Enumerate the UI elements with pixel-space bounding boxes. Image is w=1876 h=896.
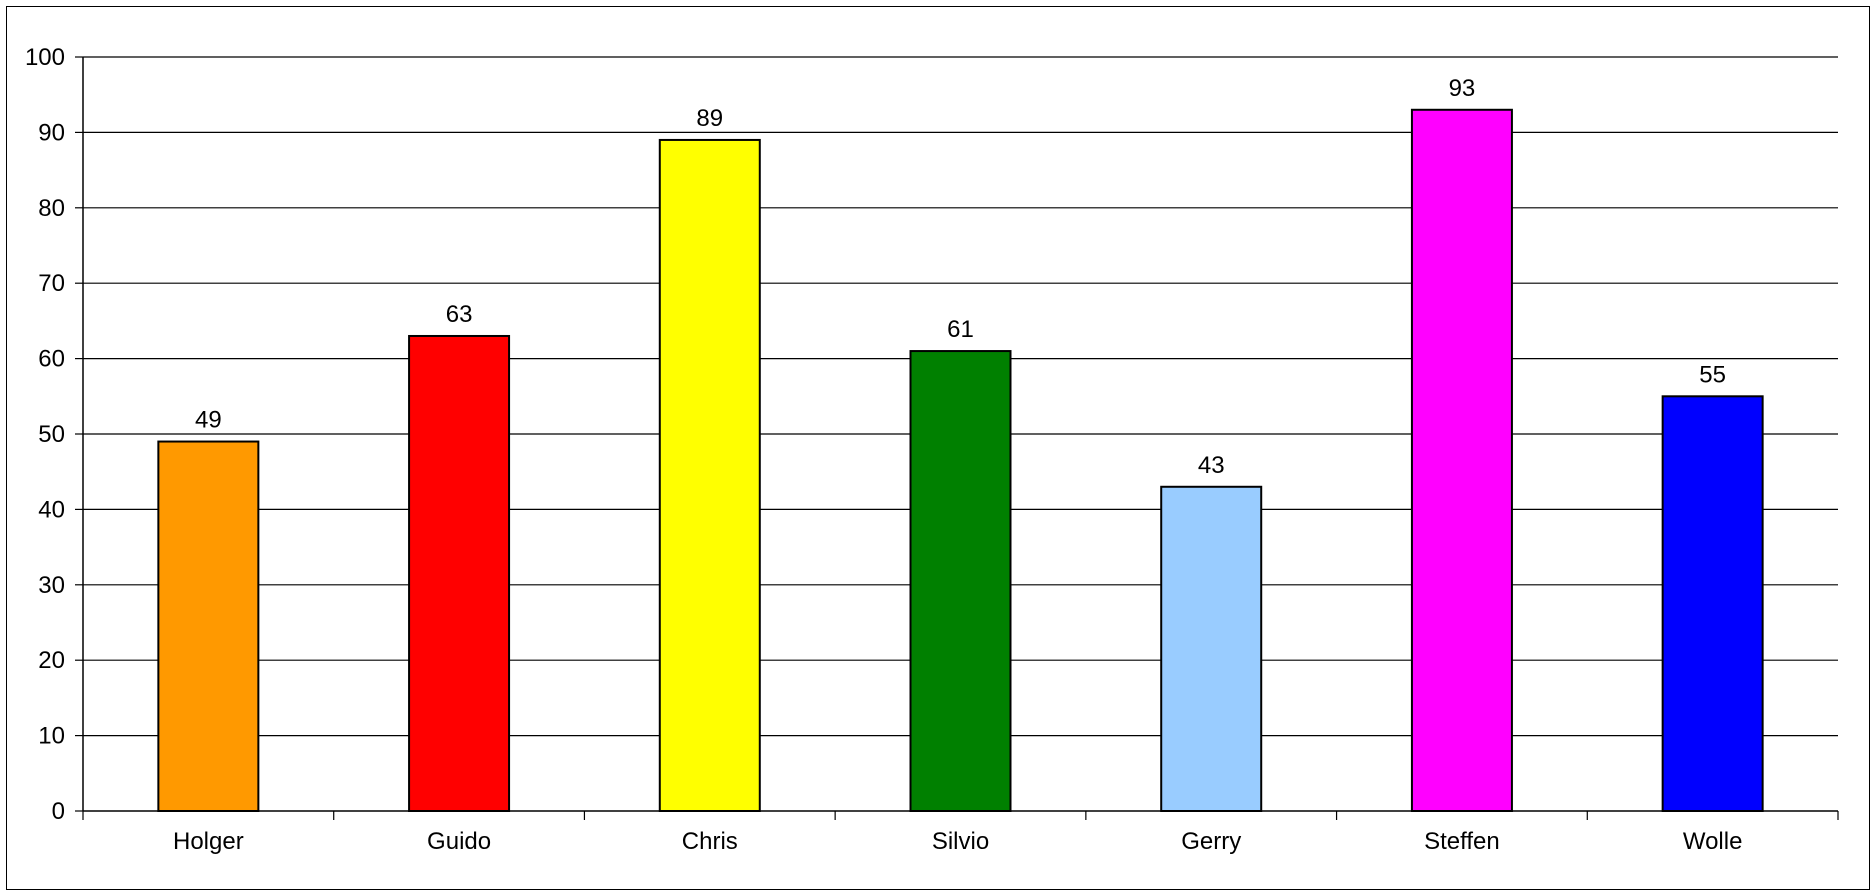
x-axis-categories: Holger Guido Chris Silvio Gerry Steffen Wolle [173, 828, 1742, 855]
bar-steffen [1410, 108, 1513, 812]
bar-holger [157, 440, 260, 812]
gridlines [83, 56, 1838, 737]
x-category-label-steffen: Steffen [1424, 828, 1500, 855]
bar-wolle [1661, 395, 1764, 812]
axes [82, 57, 1839, 820]
bar-chris [658, 138, 761, 812]
data-label-guido: 63 [446, 301, 473, 328]
y-tick-label-50: 50 [38, 421, 65, 448]
y-tick-label-70: 70 [38, 270, 65, 297]
bars [157, 108, 1764, 812]
data-label-chris: 89 [696, 105, 723, 132]
y-tick-label-30: 30 [38, 572, 65, 599]
y-tick-label-20: 20 [38, 647, 65, 674]
x-category-label-silvio: Silvio [932, 828, 989, 855]
x-category-label-chris: Chris [682, 828, 738, 855]
bar-guido [408, 334, 511, 812]
y-tick-label-100: 100 [25, 44, 65, 71]
y-tick-label-60: 60 [38, 346, 65, 373]
y-tick-label-0: 0 [52, 798, 65, 825]
y-tick-label-90: 90 [38, 119, 65, 146]
y-tick-label-80: 80 [38, 195, 65, 222]
data-label-steffen: 93 [1449, 75, 1476, 102]
data-label-wolle: 55 [1699, 361, 1726, 388]
y-axis-ticks: 0 10 20 30 40 50 60 70 80 90 100 [25, 44, 83, 825]
y-tick-label-40: 40 [38, 496, 65, 523]
data-label-holger: 49 [195, 407, 222, 434]
x-category-label-guido: Guido [427, 828, 491, 855]
bar-gerry [1160, 485, 1263, 812]
x-category-label-wolle: Wolle [1683, 828, 1743, 855]
data-label-gerry: 43 [1198, 452, 1225, 479]
bar-silvio [909, 350, 1012, 812]
y-tick-label-10: 10 [38, 723, 65, 750]
data-label-silvio: 61 [947, 316, 974, 343]
data-labels: 49 63 89 61 43 93 55 [195, 75, 1726, 479]
x-category-label-holger: Holger [173, 828, 244, 855]
x-category-label-gerry: Gerry [1181, 828, 1241, 855]
